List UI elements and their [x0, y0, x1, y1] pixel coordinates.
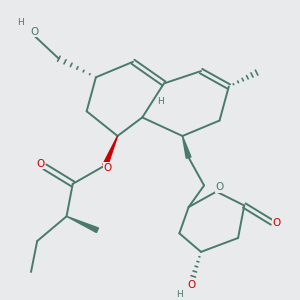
- Text: O: O: [188, 280, 196, 290]
- Text: H: H: [158, 98, 164, 106]
- Text: H: H: [17, 18, 24, 27]
- Text: H: H: [177, 290, 183, 299]
- Polygon shape: [67, 216, 98, 232]
- Text: O: O: [273, 218, 281, 227]
- Text: O: O: [36, 159, 44, 169]
- Polygon shape: [182, 136, 191, 158]
- Text: O: O: [30, 27, 38, 37]
- Polygon shape: [103, 136, 118, 166]
- Text: O: O: [215, 182, 224, 192]
- Text: O: O: [103, 163, 112, 173]
